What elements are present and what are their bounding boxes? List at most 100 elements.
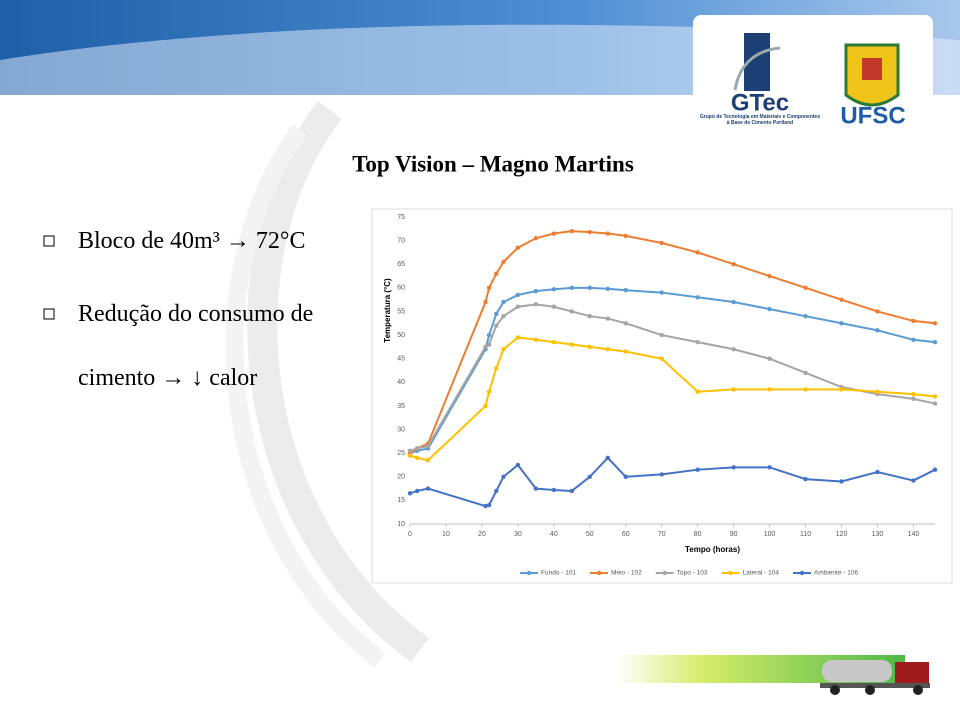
data-point (659, 332, 664, 338)
y-axis-title: Temperatura (°C) (383, 278, 392, 343)
data-point (515, 304, 521, 309)
data-point (911, 478, 916, 483)
data-point (623, 288, 628, 293)
data-point (731, 387, 736, 392)
data-point (767, 387, 772, 392)
data-point (659, 356, 664, 361)
data-point (605, 286, 610, 291)
legend-label: Ambiente - 106 (814, 570, 858, 577)
data-point (875, 389, 880, 394)
x-tick-label: 130 (872, 531, 884, 538)
y-tick-label: 40 (397, 379, 405, 386)
data-point (587, 285, 592, 291)
data-point (425, 443, 431, 449)
x-tick-label: 10 (442, 531, 450, 538)
data-point (533, 486, 539, 491)
legend-marker (662, 570, 667, 576)
x-tick-label: 100 (764, 531, 776, 538)
data-point (569, 309, 575, 314)
data-point (659, 290, 664, 295)
data-point (533, 288, 539, 294)
data-point (623, 321, 628, 326)
data-point (533, 337, 539, 342)
x-tick-label: 40 (550, 531, 558, 538)
y-tick-label: 35 (397, 403, 405, 410)
data-point (839, 297, 844, 302)
data-point (425, 458, 431, 463)
data-point (569, 342, 575, 347)
data-point (911, 391, 916, 397)
data-point (695, 389, 700, 394)
x-tick-label: 80 (694, 531, 702, 538)
data-point (731, 465, 736, 470)
x-tick-label: 30 (514, 531, 522, 538)
x-axis-title: Tempo (horas) (685, 545, 740, 554)
data-point (659, 472, 664, 477)
data-point (501, 313, 506, 319)
data-point (494, 311, 499, 317)
data-point (875, 469, 880, 475)
data-point (494, 271, 499, 276)
data-point (501, 347, 506, 352)
data-point (803, 285, 808, 291)
bg-arc (225, 124, 386, 668)
data-point (932, 401, 938, 406)
data-point (483, 344, 488, 350)
data-point (623, 349, 628, 354)
y-tick-label: 30 (397, 426, 405, 433)
y-tick-label: 25 (397, 450, 405, 457)
data-point (587, 229, 592, 235)
truck (820, 660, 930, 695)
data-point (695, 467, 700, 472)
data-point (932, 339, 938, 345)
y-tick-label: 65 (397, 261, 405, 268)
y-tick-label: 45 (397, 356, 405, 363)
data-point (414, 446, 420, 451)
data-point (932, 467, 938, 472)
legend-marker (596, 570, 602, 576)
data-point (605, 316, 610, 321)
y-tick-label: 60 (397, 285, 405, 292)
data-point (932, 394, 938, 399)
data-point (839, 321, 844, 326)
data-point (533, 236, 539, 241)
data-point (494, 323, 499, 328)
y-tick-label: 75 (397, 214, 405, 221)
data-point (501, 259, 506, 265)
legend-label: Lateral - 104 (743, 570, 780, 577)
data-point (501, 474, 506, 479)
data-point (731, 262, 736, 267)
data-point (551, 231, 557, 236)
x-tick-label: 50 (586, 531, 594, 538)
x-tick-label: 70 (658, 531, 666, 538)
data-point (494, 488, 499, 494)
data-point (605, 347, 610, 352)
data-point (414, 488, 420, 494)
data-point (587, 344, 592, 350)
ufsc-logo: UFSC (840, 102, 905, 129)
data-point (839, 479, 844, 484)
data-point (515, 335, 521, 340)
data-point (407, 448, 413, 453)
data-point (623, 474, 628, 479)
legend-marker (728, 570, 733, 576)
x-tick-label: 140 (908, 531, 920, 538)
x-tick-label: 60 (622, 531, 630, 538)
y-tick-label: 50 (397, 332, 405, 339)
gtec-caption-box: Grupo de Tecnologia em Materiais e Compo… (699, 114, 821, 126)
data-point (515, 462, 521, 468)
bg-arc (247, 100, 429, 663)
data-point (767, 356, 772, 361)
data-point (483, 299, 488, 305)
slide-title: Top Vision – Magno Martins (352, 151, 634, 176)
data-point (767, 465, 772, 470)
x-tick-label: 110 (800, 531, 811, 538)
data-point (587, 313, 592, 319)
data-point (587, 474, 592, 479)
data-point (695, 339, 700, 345)
data-point (494, 365, 499, 371)
gtec-caption: Grupo de Tecnologia em Materiais e Compo… (699, 114, 821, 126)
